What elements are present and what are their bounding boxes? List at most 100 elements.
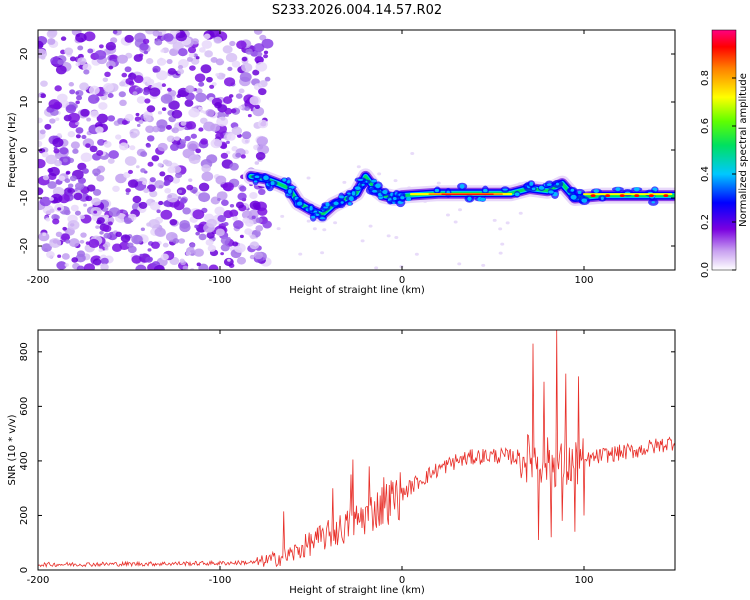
noise-blob <box>94 49 107 60</box>
noise-blob <box>75 100 80 105</box>
noise-blob <box>140 168 146 173</box>
noise-blob <box>102 224 112 233</box>
noise-blob <box>166 135 175 143</box>
noise-blob <box>206 218 217 228</box>
noise-blob <box>163 181 169 187</box>
noise-blob <box>57 59 65 65</box>
noise-blob <box>333 221 338 225</box>
noise-blob <box>261 38 274 49</box>
noise-blob <box>200 109 204 113</box>
noise-blob <box>185 251 192 256</box>
noise-blob <box>45 217 51 222</box>
noise-blob <box>100 263 109 270</box>
noise-blob <box>92 258 102 266</box>
noise-blob <box>226 133 236 141</box>
noise-blob <box>320 251 325 255</box>
ridge-blob-core <box>483 188 488 193</box>
noise-blob <box>64 209 71 216</box>
noise-blob <box>377 172 382 176</box>
noise-blob <box>210 56 218 63</box>
noise-blob <box>97 139 106 146</box>
noise-blob <box>254 104 260 110</box>
noise-blob <box>253 251 263 260</box>
noise-blob <box>79 82 89 91</box>
noise-blob <box>161 83 167 88</box>
noise-blob <box>69 56 76 62</box>
noise-blob <box>184 99 194 107</box>
spectrogram-y-axis-label: Frequency (Hz) <box>7 112 18 188</box>
noise-blob <box>64 47 74 55</box>
ridge-blob-core <box>311 215 316 219</box>
noise-blob <box>39 196 52 207</box>
spectrogram-x-tick-label: -100 <box>209 275 232 286</box>
noise-blob <box>139 253 144 257</box>
noise-blob <box>59 147 69 155</box>
noise-blob <box>145 143 151 148</box>
ridge-blob-core <box>459 184 465 189</box>
noise-blob <box>88 238 100 248</box>
noise-blob <box>209 84 215 89</box>
noise-blob <box>414 252 419 256</box>
noise-blob <box>38 93 41 98</box>
noise-blob <box>198 106 203 111</box>
noise-blob <box>306 176 311 180</box>
noise-blob <box>481 263 486 267</box>
noise-blob <box>61 253 70 260</box>
snr-y-tick-label: 400 <box>19 451 30 470</box>
ridge-blob-core <box>581 198 588 203</box>
snr-y-tick-label: 800 <box>19 342 30 361</box>
noise-blob <box>171 109 183 119</box>
noise-blob <box>224 77 236 87</box>
noise-blob <box>38 48 48 59</box>
noise-blob <box>152 125 160 133</box>
noise-blob <box>500 242 505 246</box>
noise-blob <box>195 148 202 154</box>
noise-blob <box>99 230 104 235</box>
noise-blob <box>77 57 87 66</box>
noise-blob <box>103 83 114 93</box>
noise-blob <box>142 38 150 44</box>
noise-blob <box>107 158 115 164</box>
ridge-blob-core <box>348 202 352 206</box>
noise-blob <box>146 135 155 142</box>
noise-blob <box>47 168 54 173</box>
noise-blob <box>255 61 268 72</box>
noise-blob <box>38 187 44 196</box>
noise-blob <box>102 77 109 82</box>
noise-blob <box>195 231 200 236</box>
noise-blob <box>83 203 87 207</box>
noise-blob <box>195 92 207 103</box>
noise-blob <box>222 45 233 54</box>
noise-blob <box>160 253 169 261</box>
noise-blob <box>133 75 144 84</box>
noise-blob <box>54 85 62 92</box>
noise-blob <box>96 150 104 156</box>
noise-blob <box>198 263 209 270</box>
noise-blob <box>241 62 253 73</box>
noise-blob <box>139 42 149 51</box>
noise-blob <box>135 264 147 270</box>
spectrogram-y-tick-label: 20 <box>19 48 30 61</box>
noise-blob <box>262 220 272 229</box>
noise-blob <box>49 196 54 201</box>
noise-blob <box>222 182 234 192</box>
noise-blob <box>249 95 261 106</box>
colorbar-ticks: 0.0 0.2 0.4 0.6 0.8 <box>700 70 736 278</box>
noise-blob <box>76 95 83 101</box>
ridge-hot-dot <box>634 194 640 198</box>
noise-blob <box>368 224 373 228</box>
noise-blob <box>189 65 196 71</box>
ridge-blob-core <box>263 175 269 181</box>
ridge-blob-core <box>347 192 352 195</box>
ridge-hot-dot <box>663 194 669 198</box>
noise-blob <box>79 214 86 220</box>
noise-blob <box>215 175 227 185</box>
noise-blob <box>48 99 60 109</box>
noise-blob <box>239 185 247 192</box>
colorbar-tick-label: 0.2 <box>700 214 711 230</box>
noise-blob <box>255 225 264 232</box>
noise-blob <box>256 51 263 57</box>
noise-blob <box>121 120 128 125</box>
colorbar-tick-label: 0.6 <box>700 118 711 134</box>
noise-blob <box>127 242 134 248</box>
